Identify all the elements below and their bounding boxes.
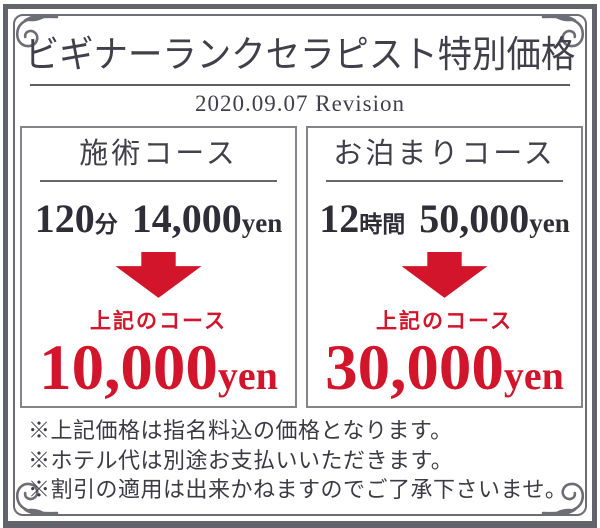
note-line: ※上記価格は指名料込の価格となります。 <box>28 418 453 443</box>
duration-value: 12 <box>319 195 360 241</box>
footnotes: ※上記価格は指名料込の価格となります。 ※ホテル代は別途お支払いいただきます。 … <box>28 416 580 505</box>
course-title: 施術コース <box>79 138 238 170</box>
original-currency: yen <box>529 207 570 238</box>
promo-currency: yen <box>217 352 278 398</box>
note-line: ※ホテル代は別途お支払いいただきます。 <box>28 447 454 473</box>
promo-label: 上記のコース <box>376 308 513 333</box>
original-currency: yen <box>241 207 283 238</box>
original-price-line: 120分 14,000yen <box>22 195 295 241</box>
original-price: 14,000 <box>131 195 242 241</box>
duration-value: 120 <box>34 195 95 241</box>
course-columns: 施術コース 120分 14,000yen 上記のコース 10,000yen お泊ま… <box>20 126 583 408</box>
course-box-treatment: 施術コース 120分 14,000yen 上記のコース 10,000yen <box>20 126 297 408</box>
page-title: ビギナーランクセラピスト特別価格 <box>24 35 576 76</box>
original-price-line: 12時間 50,000yen <box>308 195 581 241</box>
course-title-underline <box>325 179 564 182</box>
duration-unit: 分 <box>94 211 118 237</box>
title-underline <box>30 84 570 86</box>
promo-price: 10,000 <box>39 331 218 404</box>
course-box-overnight: お泊まりコース 12時間 50,000yen 上記のコース 30,000yen <box>306 126 583 408</box>
down-arrow-icon <box>401 251 488 298</box>
down-arrow-icon <box>115 251 202 298</box>
promo-price-line: 10,000yen <box>22 335 295 401</box>
promo-price-line: 30,000yen <box>308 335 581 401</box>
promo-price: 30,000 <box>325 331 504 404</box>
duration-unit: 時間 <box>359 211 406 237</box>
original-price: 50,000 <box>419 195 530 241</box>
note-line: ※割引の適用は出来かねますのでご了承下さいませ。 <box>28 477 568 502</box>
course-title: お泊まりコース <box>333 138 556 170</box>
promo-currency: yen <box>503 352 564 398</box>
course-title-underline <box>39 179 278 182</box>
promo-label: 上記のコース <box>90 308 227 333</box>
revision-date: 2020.09.07 Revision <box>194 91 406 116</box>
